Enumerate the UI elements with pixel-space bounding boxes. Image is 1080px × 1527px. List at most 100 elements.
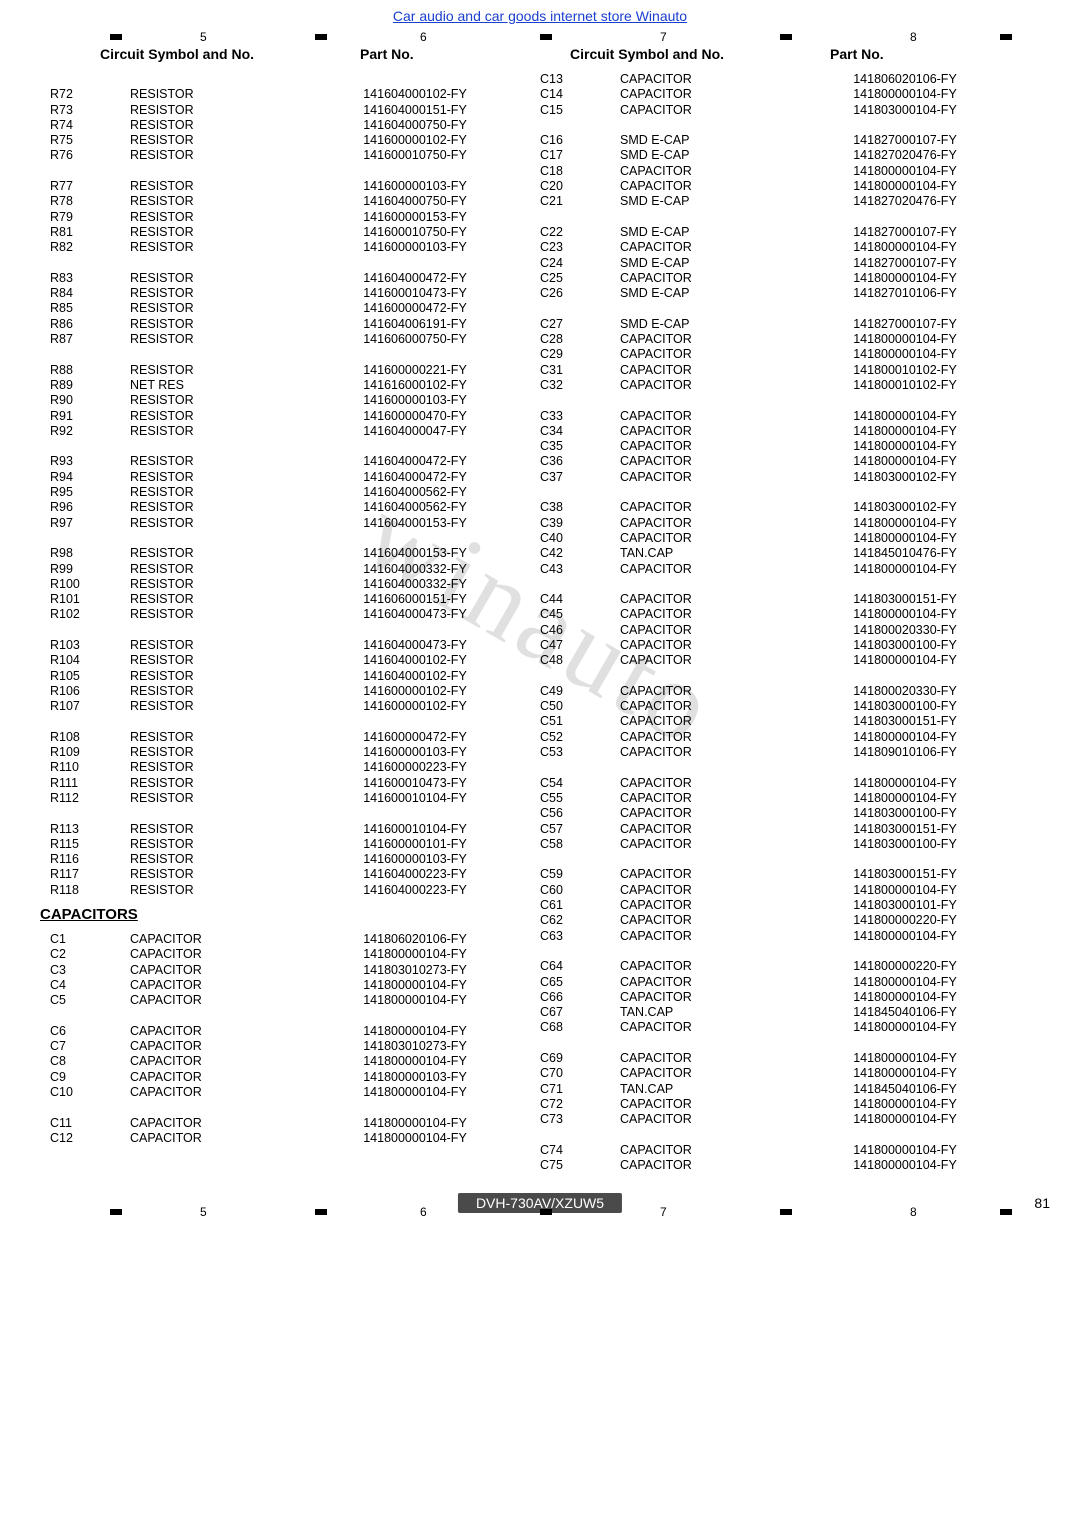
- ruler-number: 8: [910, 30, 917, 44]
- table-row: R96RESISTOR141604000562-FY: [40, 500, 530, 515]
- component-type: CAPACITOR: [620, 822, 800, 837]
- table-row: C50CAPACITOR141803000100-FY: [530, 699, 1020, 714]
- table-row: C63CAPACITOR141800000104-FY: [530, 929, 1020, 944]
- table-row: [40, 347, 530, 362]
- circuit-symbol: C22: [530, 225, 620, 240]
- table-row: R81RESISTOR141600010750-FY: [40, 225, 530, 240]
- circuit-symbol: R97: [40, 516, 130, 531]
- table-row: C72CAPACITOR141800000104-FY: [530, 1097, 1020, 1112]
- table-row: C55CAPACITOR141800000104-FY: [530, 791, 1020, 806]
- table-row: C44CAPACITOR141803000151-FY: [530, 592, 1020, 607]
- circuit-symbol: C65: [530, 975, 620, 990]
- component-type: RESISTOR: [130, 500, 310, 515]
- component-type: CAPACITOR: [620, 607, 800, 622]
- table-row: C47CAPACITOR141803000100-FY: [530, 638, 1020, 653]
- circuit-symbol: C35: [530, 439, 620, 454]
- component-type: RESISTOR: [130, 179, 310, 194]
- part-number: 141604000332-FY: [310, 577, 520, 592]
- part-number: 141803000102-FY: [800, 470, 1010, 485]
- circuit-symbol: R83: [40, 271, 130, 286]
- part-number: 141604000332-FY: [310, 562, 520, 577]
- columns: R72RESISTOR141604000102-FYR73RESISTOR141…: [40, 72, 1040, 1173]
- table-row: C9CAPACITOR141800000103-FY: [40, 1070, 530, 1085]
- circuit-symbol: C26: [530, 286, 620, 301]
- component-type: CAPACITOR: [620, 103, 800, 118]
- circuit-symbol: R93: [40, 454, 130, 469]
- table-row: R86RESISTOR141604006191-FY: [40, 317, 530, 332]
- table-row: R118RESISTOR141604000223-FY: [40, 883, 530, 898]
- circuit-symbol: C39: [530, 516, 620, 531]
- part-number: 141800000104-FY: [800, 332, 1010, 347]
- table-row: C56CAPACITOR141803000100-FY: [530, 806, 1020, 821]
- component-type: CAPACITOR: [620, 562, 800, 577]
- component-type: CAPACITOR: [130, 947, 310, 962]
- circuit-symbol: R86: [40, 317, 130, 332]
- top-link[interactable]: Car audio and car goods internet store W…: [393, 8, 687, 24]
- component-type: RESISTOR: [130, 317, 310, 332]
- table-row: C4CAPACITOR141800000104-FY: [40, 978, 530, 993]
- part-number: 141800000104-FY: [800, 1143, 1010, 1158]
- table-row: C51CAPACITOR141803000151-FY: [530, 714, 1020, 729]
- circuit-symbol: C59: [530, 867, 620, 882]
- component-type: RESISTOR: [130, 286, 310, 301]
- part-number: 141803000100-FY: [800, 837, 1010, 852]
- part-number: 141800000104-FY: [800, 1097, 1010, 1112]
- table-row: [530, 210, 1020, 225]
- component-type: CAPACITOR: [130, 1070, 310, 1085]
- part-number: 141604000472-FY: [310, 470, 520, 485]
- ruler-mark: [110, 1209, 122, 1215]
- circuit-symbol: C3: [40, 963, 130, 978]
- table-row: R112RESISTOR141600010104-FY: [40, 791, 530, 806]
- component-type: RESISTOR: [130, 133, 310, 148]
- circuit-symbol: R111: [40, 776, 130, 791]
- component-type: RESISTOR: [130, 118, 310, 133]
- component-type: SMD E-CAP: [620, 148, 800, 163]
- table-row: C61CAPACITOR141803000101-FY: [530, 898, 1020, 913]
- part-number: 141600000153-FY: [310, 210, 520, 225]
- table-row: [530, 852, 1020, 867]
- ruler-number: 5: [200, 30, 207, 44]
- circuit-symbol: R110: [40, 760, 130, 775]
- part-number: 141800000104-FY: [800, 1020, 1010, 1035]
- circuit-symbol: R73: [40, 103, 130, 118]
- component-type: RESISTOR: [130, 363, 310, 378]
- table-row: R117RESISTOR141604000223-FY: [40, 867, 530, 882]
- part-number: 141800000104-FY: [800, 240, 1010, 255]
- ruler-number: 8: [910, 1205, 917, 1219]
- component-type: SMD E-CAP: [620, 256, 800, 271]
- circuit-symbol: C17: [530, 148, 620, 163]
- part-number: 141600000103-FY: [310, 852, 520, 867]
- table-row: R105RESISTOR141604000102-FY: [40, 669, 530, 684]
- table-row: C65CAPACITOR141800000104-FY: [530, 975, 1020, 990]
- table-row: [530, 577, 1020, 592]
- table-row: C32CAPACITOR141800010102-FY: [530, 378, 1020, 393]
- part-number: 141600000470-FY: [310, 409, 520, 424]
- part-number: 141800000220-FY: [800, 959, 1010, 974]
- component-type: RESISTOR: [130, 883, 310, 898]
- circuit-symbol: R88: [40, 363, 130, 378]
- circuit-symbol: C64: [530, 959, 620, 974]
- table-row: C18CAPACITOR141800000104-FY: [530, 164, 1020, 179]
- ruler-mark: [110, 34, 122, 40]
- table-row: C58CAPACITOR141803000100-FY: [530, 837, 1020, 852]
- circuit-symbol: C72: [530, 1097, 620, 1112]
- circuit-symbol: R75: [40, 133, 130, 148]
- component-type: RESISTOR: [130, 607, 310, 622]
- part-number: 141803000100-FY: [800, 638, 1010, 653]
- circuit-symbol: C4: [40, 978, 130, 993]
- component-type: TAN.CAP: [620, 1082, 800, 1097]
- circuit-symbol: C46: [530, 623, 620, 638]
- component-type: RESISTOR: [130, 393, 310, 408]
- circuit-symbol: R101: [40, 592, 130, 607]
- component-type: RESISTOR: [130, 822, 310, 837]
- header-right-partno: Part No.: [830, 46, 884, 62]
- part-number: 141800000104-FY: [800, 776, 1010, 791]
- part-number: 141600000101-FY: [310, 837, 520, 852]
- part-number: 141600000103-FY: [310, 240, 520, 255]
- table-row: R87RESISTOR141606000750-FY: [40, 332, 530, 347]
- table-row: R111RESISTOR141600010473-FY: [40, 776, 530, 791]
- part-number: 141800000104-FY: [800, 1112, 1010, 1127]
- table-row: [40, 623, 530, 638]
- circuit-symbol: C38: [530, 500, 620, 515]
- part-number: 141800010102-FY: [800, 378, 1010, 393]
